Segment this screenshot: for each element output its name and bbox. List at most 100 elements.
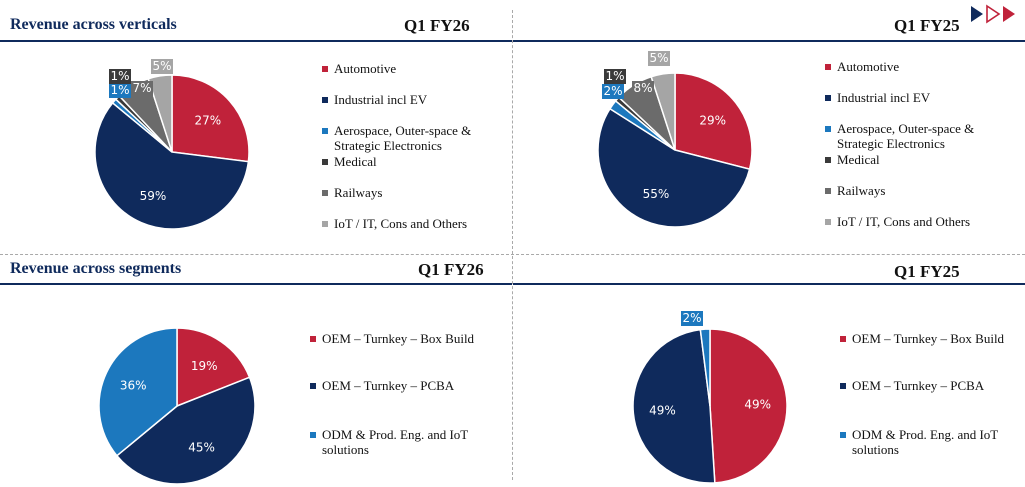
pie-label-box (151, 59, 173, 74)
legend-swatch (322, 221, 328, 227)
legend-item-medical: Medical (322, 154, 507, 169)
legend-label: Industrial incl EV (334, 92, 428, 107)
pie-slice (94, 101, 250, 230)
pie-slice (699, 328, 711, 407)
pie-label-box (604, 69, 626, 84)
pie-data-label: 49% (744, 398, 771, 412)
legend-swatch (825, 64, 831, 70)
legend-item-box-build: OEM – Turnkey – Box Build (840, 331, 1025, 346)
legend-item-automotive: Automotive (322, 61, 507, 76)
pie-label-box (109, 83, 131, 98)
legend-label: Aerospace, Outer-space & Strategic Elect… (334, 123, 472, 153)
legend-item-industrial: Industrial incl EV (825, 90, 1010, 105)
horizontal-divider (0, 254, 1025, 255)
pie-data-label: 49% (649, 404, 676, 418)
legend-swatch (322, 97, 328, 103)
legend-label: IoT / IT, Cons and Others (334, 216, 468, 231)
legend-item-railways: Railways (322, 185, 507, 200)
pie-data-label: 2% (682, 311, 701, 325)
legend-swatch (825, 95, 831, 101)
legend-label: OEM – Turnkey – PCBA (852, 378, 985, 393)
legend-swatch (825, 188, 831, 194)
legend-label: OEM – Turnkey – Box Build (322, 331, 475, 346)
pie-slice (176, 327, 251, 408)
legend-swatch (840, 432, 846, 438)
pie-slice (98, 327, 178, 457)
legend-swatch (322, 66, 328, 72)
pie-label-box (131, 81, 153, 96)
legend-item-box-build: OEM – Turnkey – Box Build (310, 331, 495, 346)
legend-label: ODM & Prod. Eng. and IoT solutions (852, 427, 999, 457)
pie-data-label: 5% (649, 51, 668, 65)
legend-swatch (322, 128, 328, 134)
pie-label-box (681, 311, 703, 326)
legend-label: Automotive (837, 59, 900, 74)
legend-swatch (840, 383, 846, 389)
legend-item-aerospace: Aerospace, Outer-space & Strategic Elect… (825, 121, 1010, 151)
triangles-logo-icon (969, 4, 1019, 29)
legend-swatch (825, 157, 831, 163)
pie-data-label: 1% (605, 69, 624, 83)
legend-swatch (310, 336, 316, 342)
pie-chart-segments-q1fy25: 49% 49% 2% (632, 311, 788, 484)
legend-label: Medical (837, 152, 880, 167)
vertical-divider (512, 10, 513, 480)
pie-label-box (632, 81, 654, 96)
legend-label: OEM – Turnkey – Box Build (852, 331, 1005, 346)
legend-label: IoT / IT, Cons and Others (837, 214, 971, 229)
pie-label-box (109, 69, 131, 84)
pie-data-label: 55% (643, 187, 670, 201)
legend-label: Medical (334, 154, 377, 169)
legend-label: Automotive (334, 61, 397, 76)
legend-item-automotive: Automotive (825, 59, 1010, 74)
verticals-q1fy25-title: Q1 FY25 (894, 16, 960, 35)
verticals-q1fy26-title: Q1 FY26 (404, 16, 470, 35)
pie-data-label: 1% (110, 83, 129, 97)
verticals-section-title: Revenue across verticals (10, 16, 177, 33)
pie-label-box (602, 84, 624, 99)
legend-item-iot: IoT / IT, Cons and Others (322, 216, 507, 231)
pie-slice (115, 376, 256, 485)
legend-swatch (310, 383, 316, 389)
pie-slice (147, 74, 173, 153)
legend-label: OEM – Turnkey – PCBA (322, 378, 455, 393)
legend-swatch (825, 219, 831, 225)
pie-slice (597, 107, 751, 228)
legend-item-pcba: OEM – Turnkey – PCBA (310, 378, 495, 393)
pie-chart-verticals-q1fy26: 27% 59% 1%1%7%5% (94, 59, 250, 230)
pie-data-label: 36% (120, 378, 147, 392)
pie-data-label: 2% (603, 84, 622, 98)
verticals-title-underline (0, 40, 512, 42)
segments-section-title: Revenue across segments (10, 260, 182, 277)
legend-item-railways: Railways (825, 183, 1010, 198)
pie-slice (632, 328, 716, 484)
legend-item-medical: Medical (825, 152, 1010, 167)
pie-slice (674, 72, 753, 171)
legend-swatch (310, 432, 316, 438)
legend-swatch (825, 126, 831, 132)
pie-data-label: 27% (194, 113, 221, 127)
legend-label: ODM & Prod. Eng. and IoT solutions (322, 427, 469, 457)
pie-data-label: 7% (132, 81, 151, 95)
pie-slice (709, 328, 788, 484)
legend-swatch (322, 159, 328, 165)
legend-item-odm: ODM & Prod. Eng. and IoT solutions (310, 427, 485, 457)
pie-slice (171, 74, 250, 163)
pie-chart-verticals-q1fy25: 29% 55% 2%1% 8% 5% (597, 51, 753, 228)
legend-item-industrial: Industrial incl EV (322, 92, 507, 107)
pie-data-label: 45% (188, 441, 215, 455)
segments-title-underline-right (513, 283, 1025, 285)
legend-label: Industrial incl EV (837, 90, 931, 105)
legend-item-iot: IoT / IT, Cons and Others (825, 214, 1010, 229)
pie-data-label: 29% (699, 114, 726, 128)
segments-title-underline (0, 283, 512, 285)
pie-slice (650, 72, 676, 151)
pie-data-label: 5% (152, 59, 171, 73)
segments-q1fy26-title: Q1 FY26 (418, 260, 484, 279)
pie-data-label: 1% (110, 69, 129, 83)
legend-item-odm: ODM & Prod. Eng. and IoT solutions (840, 427, 1015, 457)
legend-swatch (322, 190, 328, 196)
segments-q1fy25-title: Q1 FY25 (894, 262, 960, 281)
pie-data-label: 8% (633, 81, 652, 95)
legend-item-aerospace: Aerospace, Outer-space & Strategic Elect… (322, 123, 507, 153)
